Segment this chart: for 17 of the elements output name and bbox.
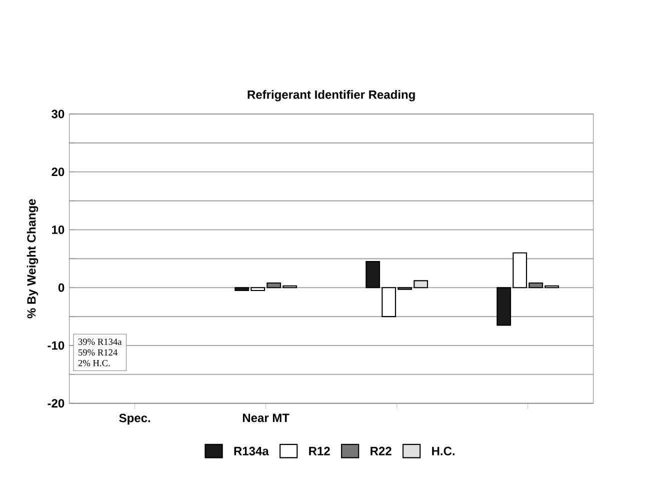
- y-tick-label: 30: [52, 110, 64, 118]
- y-tick-label: 20: [52, 168, 64, 176]
- annotation: 59% R124: [78, 349, 118, 356]
- y-tick-label: -10: [48, 341, 64, 350]
- y-tick-label: 10: [52, 225, 64, 234]
- y-tick-label: 0: [58, 283, 64, 292]
- legend-label: R12: [309, 446, 330, 456]
- chart-title: Refrigerant Identifier Reading: [248, 90, 415, 102]
- legend-label: R22: [370, 446, 392, 456]
- x-tick-label: Near MT: [242, 414, 290, 422]
- y-axis-title: % By Weight Change: [26, 199, 38, 318]
- annotation: 39% R134a: [78, 338, 122, 345]
- legend-label: H.C.: [432, 446, 454, 456]
- legend-label: R134a: [234, 446, 269, 456]
- x-tick-label: Spec.: [119, 414, 150, 425]
- annotation: 2% H.C.: [78, 360, 110, 366]
- y-tick-label: -20: [48, 399, 64, 408]
